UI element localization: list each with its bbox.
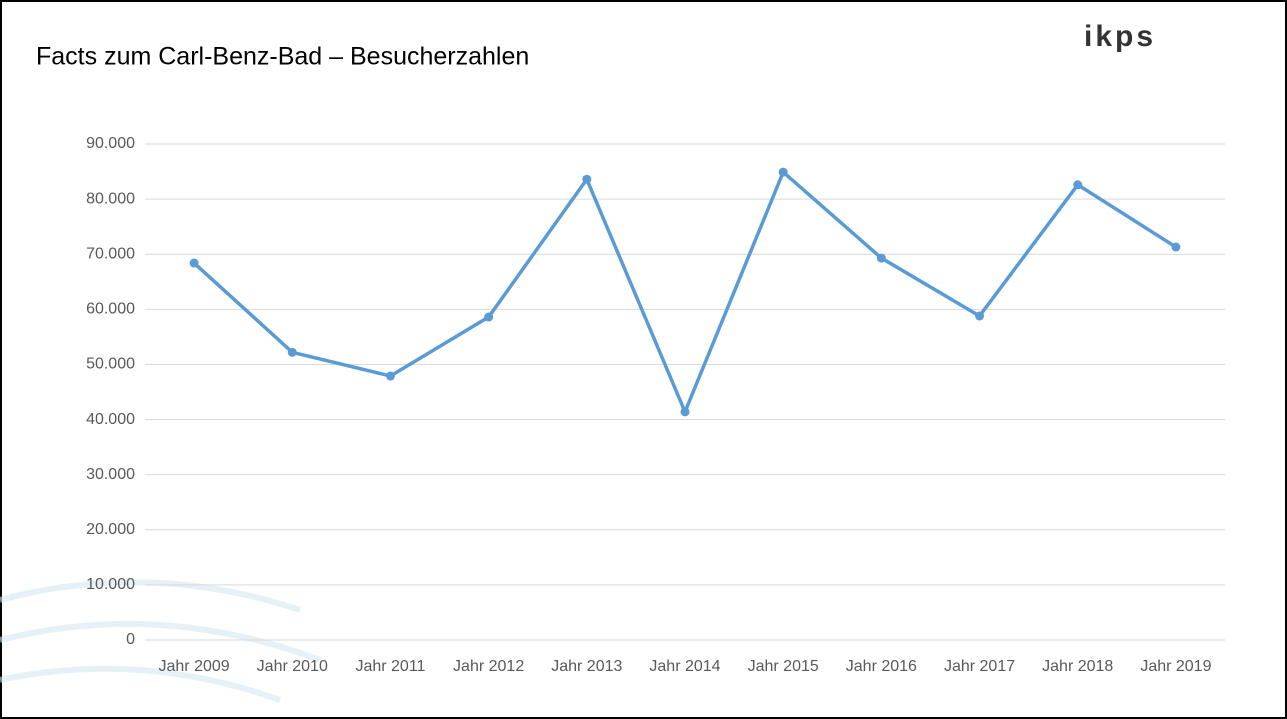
plot-area: 0 10.000 20.000 30.000 40.000 50.000 60.000 70.… [86, 135, 1225, 675]
y-tick-label: 30.000 [86, 466, 135, 483]
data-point [287, 347, 297, 357]
data-point [975, 311, 985, 321]
y-tick-label: 70.000 [86, 245, 135, 262]
data-point [778, 167, 788, 177]
x-tick-label: Jahr 2016 [846, 658, 917, 675]
data-point [189, 258, 199, 268]
x-tick-label: Jahr 2019 [1140, 658, 1211, 675]
x-tick-label: Jahr 2014 [649, 658, 720, 675]
y-tick-label: 60.000 [86, 301, 135, 318]
y-tick-label: 90.000 [86, 135, 135, 152]
y-tick-label: 50.000 [86, 356, 135, 373]
data-point [680, 407, 690, 417]
data-point [385, 371, 395, 381]
x-tick-label: Jahr 2011 [355, 658, 425, 675]
y-tick-label: 80.000 [86, 190, 135, 207]
y-tick-label: 10.000 [86, 576, 135, 593]
x-tick-label: Jahr 2013 [551, 658, 622, 675]
x-tick-label: Jahr 2009 [159, 658, 230, 675]
x-tick-label: Jahr 2018 [1042, 658, 1113, 675]
data-point [484, 312, 494, 322]
y-tick-label: 20.000 [86, 521, 135, 538]
x-tick-label: Jahr 2017 [944, 658, 1015, 675]
data-point [1171, 242, 1181, 252]
y-tick-label: 40.000 [86, 411, 135, 428]
data-point [1073, 180, 1083, 190]
chart-title: Facts zum Carl-Benz-Bad – Besucherzahlen [36, 43, 529, 71]
x-tick-label: Jahr 2012 [453, 658, 524, 675]
y-tick-label: 0 [126, 631, 135, 648]
x-tick-label: Jahr 2010 [257, 658, 328, 675]
background-swirl [0, 579, 322, 703]
data-point [582, 174, 592, 184]
logo: ikps [1084, 20, 1156, 53]
data-point [876, 253, 886, 263]
x-tick-label: Jahr 2015 [748, 658, 819, 675]
